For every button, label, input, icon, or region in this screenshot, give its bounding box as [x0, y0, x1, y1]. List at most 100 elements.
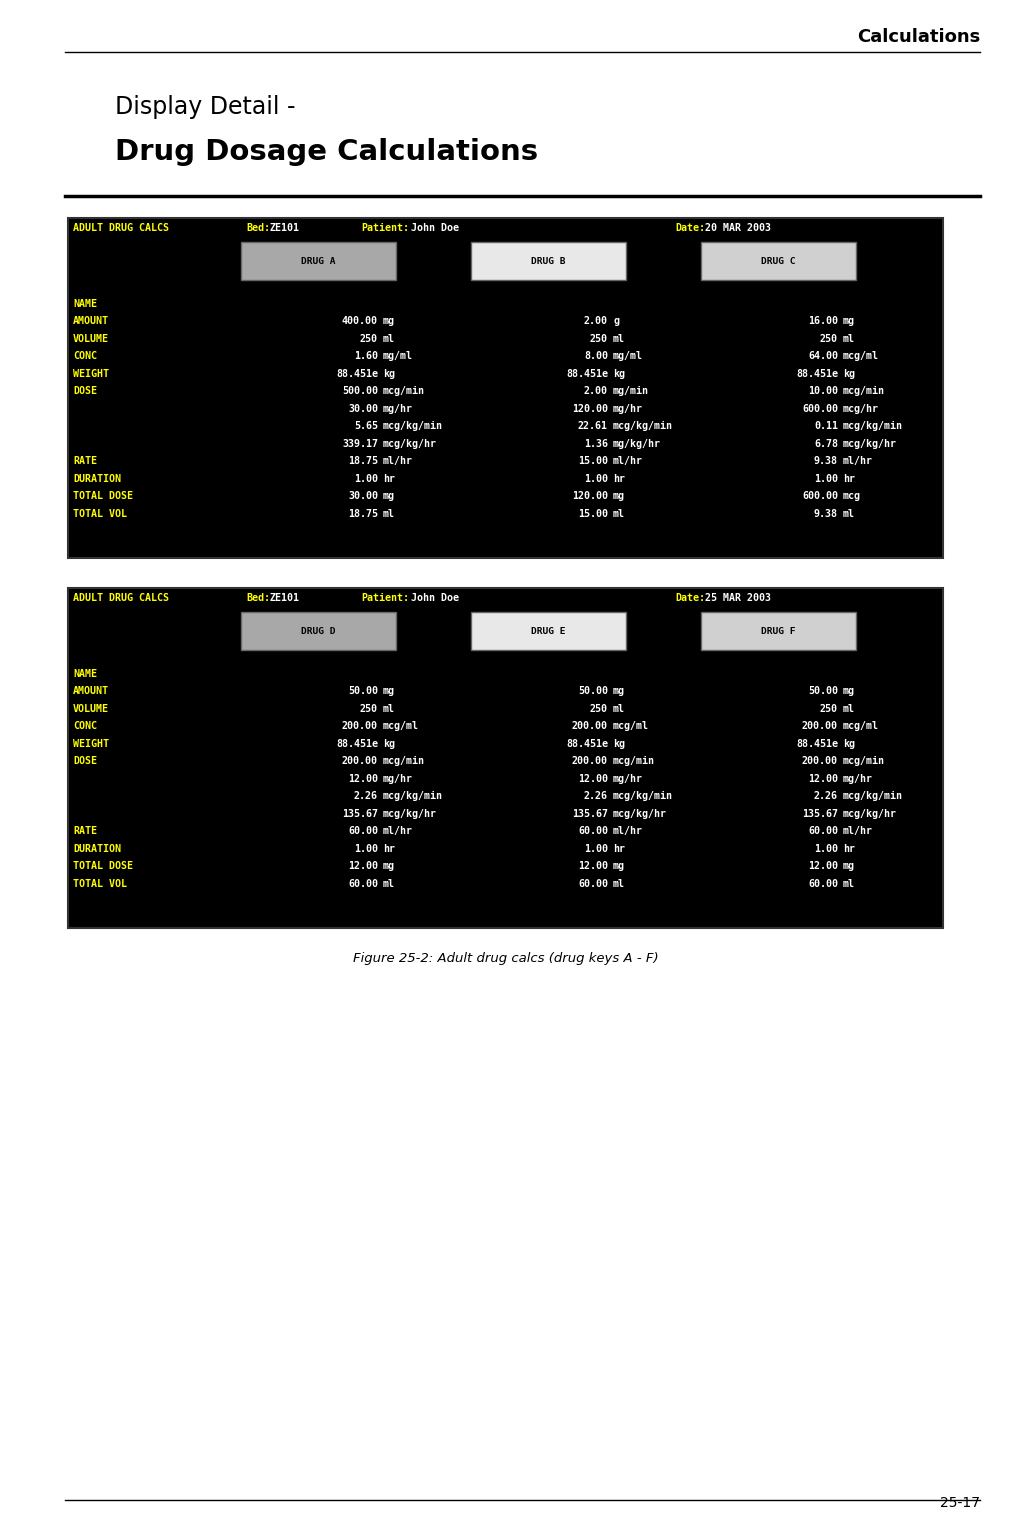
- Text: mcg/min: mcg/min: [843, 387, 885, 396]
- Text: 6.78: 6.78: [814, 438, 838, 449]
- Text: ml: ml: [843, 703, 855, 714]
- Text: g: g: [613, 317, 619, 326]
- Text: mcg/kg/min: mcg/kg/min: [383, 421, 443, 431]
- Text: ml: ml: [383, 509, 395, 518]
- Text: 15.00: 15.00: [578, 456, 608, 467]
- Text: 88.451e: 88.451e: [796, 738, 838, 749]
- Text: 8.00: 8.00: [585, 352, 608, 361]
- Text: 2.26: 2.26: [814, 791, 838, 802]
- Text: 12.00: 12.00: [808, 861, 838, 872]
- Text: 1.00: 1.00: [354, 473, 378, 484]
- Text: DOSE: DOSE: [73, 387, 97, 396]
- Text: 30.00: 30.00: [348, 403, 378, 414]
- Text: 12.00: 12.00: [808, 773, 838, 784]
- Text: 250: 250: [590, 334, 608, 344]
- Text: mcg/kg/min: mcg/kg/min: [613, 791, 673, 802]
- Text: mcg/ml: mcg/ml: [613, 722, 649, 731]
- Text: ZE101: ZE101: [270, 223, 300, 233]
- Text: 88.451e: 88.451e: [336, 738, 378, 749]
- Text: hr: hr: [843, 844, 855, 854]
- Text: John Doe: John Doe: [411, 223, 459, 233]
- Text: TOTAL VOL: TOTAL VOL: [73, 509, 127, 518]
- Bar: [701, 243, 856, 280]
- Text: 50.00: 50.00: [578, 687, 608, 696]
- Text: 1.00: 1.00: [814, 844, 838, 854]
- Text: ADULT DRUG CALCS: ADULT DRUG CALCS: [73, 593, 169, 603]
- Text: 15.00: 15.00: [578, 509, 608, 518]
- Text: 10.00: 10.00: [808, 387, 838, 396]
- Text: ml/hr: ml/hr: [383, 826, 413, 837]
- Text: Bed:: Bed:: [246, 223, 270, 233]
- Text: 250: 250: [820, 334, 838, 344]
- Text: mcg/min: mcg/min: [383, 387, 425, 396]
- Text: NAME: NAME: [73, 299, 97, 309]
- Text: 9.38: 9.38: [814, 509, 838, 518]
- Bar: [470, 243, 625, 280]
- Text: 88.451e: 88.451e: [336, 368, 378, 379]
- Text: mg/hr: mg/hr: [383, 403, 413, 414]
- Text: DRUG D: DRUG D: [301, 626, 335, 635]
- Text: 250: 250: [820, 703, 838, 714]
- Text: mg: mg: [383, 861, 395, 872]
- Text: DRUG A: DRUG A: [301, 256, 335, 265]
- Text: John Doe: John Doe: [411, 593, 459, 603]
- Text: 200.00: 200.00: [342, 756, 378, 766]
- Text: 16.00: 16.00: [808, 317, 838, 326]
- Text: 60.00: 60.00: [578, 879, 608, 888]
- Bar: [701, 612, 856, 650]
- Text: 250: 250: [360, 703, 378, 714]
- Text: mcg/kg/min: mcg/kg/min: [843, 791, 903, 802]
- Text: VOLUME: VOLUME: [73, 334, 109, 344]
- Text: AMOUNT: AMOUNT: [73, 687, 109, 696]
- Text: 500.00: 500.00: [342, 387, 378, 396]
- Bar: [470, 612, 625, 650]
- Text: hr: hr: [383, 473, 395, 484]
- Text: VOLUME: VOLUME: [73, 703, 109, 714]
- Text: ml: ml: [383, 703, 395, 714]
- Text: ADULT DRUG CALCS: ADULT DRUG CALCS: [73, 223, 169, 233]
- Text: hr: hr: [383, 844, 395, 854]
- Text: mg: mg: [383, 687, 395, 696]
- Text: DURATION: DURATION: [73, 473, 121, 484]
- Text: Patient:: Patient:: [361, 593, 409, 603]
- Text: DRUG E: DRUG E: [531, 626, 565, 635]
- Text: 25-17: 25-17: [940, 1496, 980, 1510]
- Text: DRUG C: DRUG C: [761, 256, 795, 265]
- Text: 1.00: 1.00: [585, 473, 608, 484]
- Text: ml: ml: [613, 879, 625, 888]
- Text: Display Detail -: Display Detail -: [115, 96, 296, 118]
- Text: ml: ml: [613, 703, 625, 714]
- Text: 9.38: 9.38: [814, 456, 838, 467]
- Text: 250: 250: [360, 334, 378, 344]
- Text: mcg/ml: mcg/ml: [383, 722, 419, 731]
- Text: Date:: Date:: [675, 593, 705, 603]
- Text: 339.17: 339.17: [342, 438, 378, 449]
- Text: ml/hr: ml/hr: [843, 456, 873, 467]
- Text: 200.00: 200.00: [802, 722, 838, 731]
- Text: ml: ml: [843, 879, 855, 888]
- Text: 200.00: 200.00: [572, 722, 608, 731]
- Text: mg: mg: [613, 491, 625, 502]
- Text: 50.00: 50.00: [348, 687, 378, 696]
- Text: 135.67: 135.67: [802, 808, 838, 819]
- Text: DOSE: DOSE: [73, 756, 97, 766]
- Text: mcg/kg/hr: mcg/kg/hr: [383, 808, 437, 819]
- Text: TOTAL DOSE: TOTAL DOSE: [73, 491, 133, 502]
- Text: ml: ml: [383, 879, 395, 888]
- Bar: [68, 588, 943, 928]
- Text: mcg/min: mcg/min: [843, 756, 885, 766]
- Text: 600.00: 600.00: [802, 491, 838, 502]
- Text: 1.00: 1.00: [814, 473, 838, 484]
- Text: mcg/kg/hr: mcg/kg/hr: [383, 438, 437, 449]
- Text: mcg/kg/hr: mcg/kg/hr: [613, 808, 667, 819]
- Text: mg/hr: mg/hr: [613, 773, 643, 784]
- Text: 30.00: 30.00: [348, 491, 378, 502]
- Text: 18.75: 18.75: [348, 456, 378, 467]
- Text: mg/hr: mg/hr: [383, 773, 413, 784]
- Text: Calculations: Calculations: [857, 27, 980, 45]
- Text: mg/ml: mg/ml: [383, 352, 413, 361]
- Text: 1.00: 1.00: [354, 844, 378, 854]
- Text: 120.00: 120.00: [572, 403, 608, 414]
- Text: ml/hr: ml/hr: [613, 456, 643, 467]
- Text: 12.00: 12.00: [578, 773, 608, 784]
